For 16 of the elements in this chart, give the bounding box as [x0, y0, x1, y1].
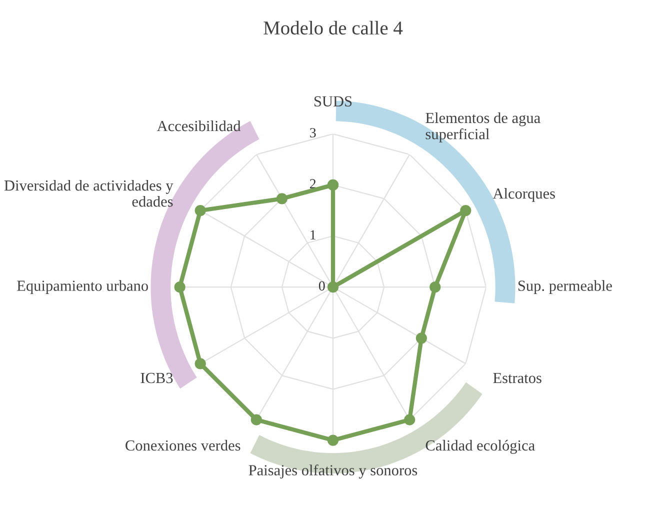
- y-tick-label: 3: [310, 128, 316, 138]
- spoke-label: ICB3: [140, 372, 173, 384]
- spoke-label: Alcorques: [492, 188, 555, 202]
- spoke-label: Calidad ecológica: [426, 440, 535, 454]
- y-tick-label: 1: [310, 230, 316, 240]
- spoke-label: Paisajes olfativos y sonoros: [248, 464, 418, 479]
- spoke-label: Sup. permeable: [518, 280, 612, 294]
- chart-title: Modelo de calle 4: [264, 20, 403, 35]
- spoke-label: Elementos de agua superficial: [426, 112, 540, 142]
- spoke-label: Conexiones verdes: [126, 440, 240, 451]
- spoke-label: Estratos: [493, 372, 542, 384]
- spoke-label: Equipamiento urbano: [17, 280, 148, 294]
- spoke-label: SUDS: [314, 96, 352, 106]
- spoke-label: Diversidad de actividades y edades: [4, 180, 174, 207]
- y-tick-label: 0: [318, 281, 325, 291]
- spoke-label: Accesibilidad: [156, 120, 241, 132]
